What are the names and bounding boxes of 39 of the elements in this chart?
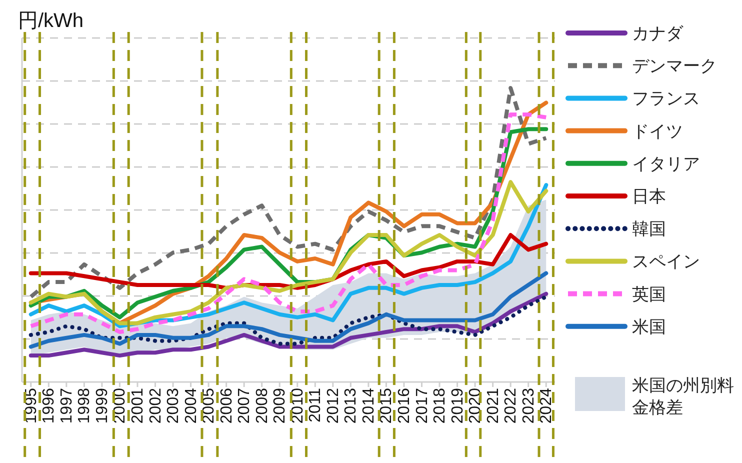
legend-label: 韓国 (632, 220, 666, 239)
legend-label: イタリア (632, 154, 700, 174)
x-tick-label: 2017 (414, 388, 431, 424)
legend-label: 英国 (632, 284, 666, 304)
legend-label: ドイツ (632, 122, 683, 141)
x-tick-label: 2022 (502, 388, 520, 424)
x-tick-label: 2008 (254, 388, 271, 424)
x-tick-label: 1998 (76, 388, 94, 424)
x-tick-label: 2006 (218, 388, 236, 424)
legend-label: スペイン (632, 252, 700, 272)
x-tick-label: 2018 (432, 388, 449, 424)
x-tick-label: 2011 (307, 388, 324, 422)
legend-label: フランス (632, 89, 700, 108)
x-tick-label: 2021 (484, 388, 502, 424)
legend-label: デンマーク (632, 56, 717, 76)
x-tick-label: 2016 (396, 388, 413, 424)
x-tick-label: 1997 (58, 388, 76, 424)
x-tick-label: 2024 (538, 388, 556, 424)
x-tick-label: 2003 (165, 388, 182, 424)
x-tick-label: 2014 (360, 388, 378, 424)
x-tick-label: 2005 (200, 388, 218, 424)
x-tick-label: 2023 (520, 388, 538, 424)
x-tick-label: 2012 (324, 388, 342, 424)
x-tick-label: 2002 (147, 388, 164, 424)
x-tick-label: 2009 (272, 388, 289, 424)
legend-label: 米国の州別料金格差 (632, 376, 734, 417)
legend-label: 日本 (632, 187, 666, 206)
x-tick-label: 2001 (129, 388, 146, 424)
x-tick-label: 2019 (449, 388, 466, 424)
x-tick-label: 1999 (94, 388, 111, 424)
x-tick-label: 2010 (289, 388, 306, 424)
x-tick-label: 2007 (236, 388, 254, 424)
y-axis-title: 円/kWh (18, 10, 84, 32)
x-tick-label: 1996 (40, 388, 58, 424)
x-tick-label: 2004 (182, 388, 200, 424)
x-tick-label: 2015 (378, 388, 396, 424)
x-tick-label: 2013 (342, 388, 360, 424)
legend-label: カナダ (632, 24, 684, 43)
legend-label: 米国 (632, 317, 666, 336)
